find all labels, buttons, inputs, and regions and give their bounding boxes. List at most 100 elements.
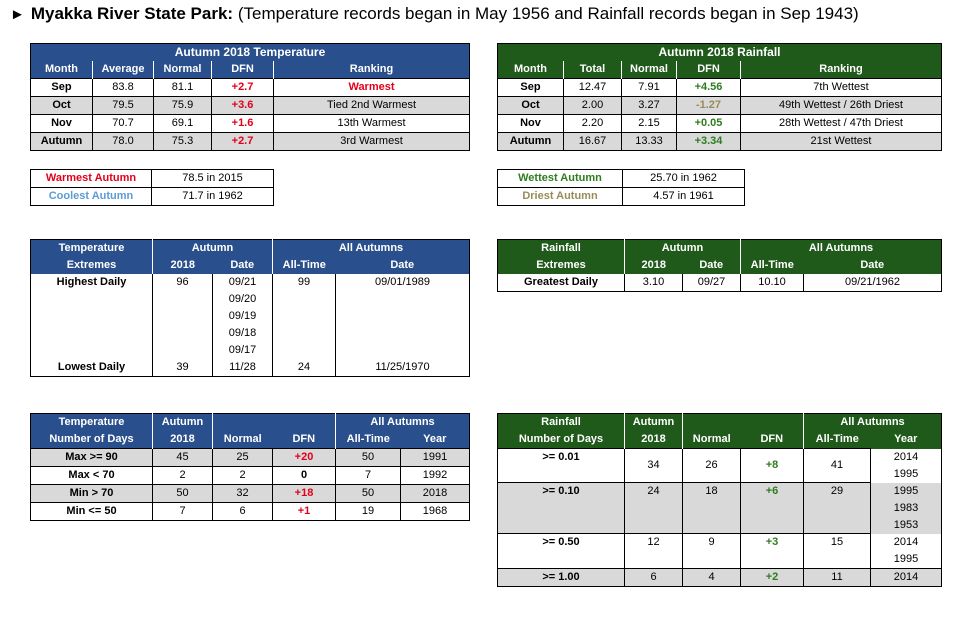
table-row: Min <= 50 7 6 +1 19 1968 [30,502,470,521]
row-label: >= 0.50 [497,533,625,569]
warmest-autumn-value: 78.5 in 2015 [151,169,274,188]
col-header: All-Time [803,431,871,449]
table-row: Highest Daily 96 09/21 99 09/01/1989 [31,274,470,291]
value-cell: 45 [152,448,213,467]
value-cell: 39 [152,359,213,377]
dfn-cell: +3 [740,533,804,569]
value-cell: 75.3 [153,132,212,151]
dfn-cell: +18 [272,484,336,503]
col-header: 2018 [152,431,213,449]
dfn-cell: +2 [740,567,804,587]
value-cell: 6 [212,502,273,521]
value-cell: 34 [624,448,683,483]
col-header: Temperature [58,416,125,428]
col-header: Date [230,259,255,271]
col-header: Rainfall [541,416,581,428]
value-cell: 16.67 [563,132,622,151]
value-cell: 18 [682,482,741,534]
table-row: Lowest Daily 39 11/28 24 11/25/1970 [31,359,470,377]
value-cell: 50 [335,484,401,503]
table-row: Coolest Autumn 71.7 in 1962 [30,187,274,206]
value-cell: 99 [272,274,336,291]
month-cell: Oct [30,96,93,115]
year-cell: 2014 [870,567,942,587]
dfn-cell: +2.7 [211,132,274,151]
value-cell: 32 [212,484,273,503]
date-cell: 11/28 [212,359,273,377]
temperature-records-table: Warmest Autumn 78.5 in 2015 Coolest Autu… [30,169,274,206]
month-cell: Sep [30,78,93,97]
col-header: All-Time [740,257,804,274]
ranking-cell: 49th Wettest / 26th Driest [740,96,942,115]
table-row: Oct 79.5 75.9 +3.6 Tied 2nd Warmest [30,96,470,115]
year-cell: 1953 [870,516,942,534]
driest-autumn-label: Driest Autumn [497,187,623,206]
dfn-cell: +0.05 [676,114,741,133]
col-header: Year [894,433,918,446]
date-cell: 09/20 [212,291,273,308]
table-row: Oct 2.00 3.27 -1.27 49th Wettest / 26th … [497,96,942,115]
value-cell: 24 [272,359,336,377]
table-row: Autumn 78.0 75.3 +2.7 3rd Warmest [30,132,470,151]
row-label: Greatest Daily [524,276,598,288]
value-cell: 81.1 [153,78,212,97]
row-label: >= 0.10 [497,482,625,534]
value-cell: 15 [803,533,871,569]
row-label: Lowest Daily [57,361,126,373]
row-label: Max >= 90 [30,448,153,467]
col-header: All-Time [272,257,336,274]
value-cell: 2.15 [621,114,677,133]
month-cell: Sep [497,78,564,97]
table-title: Autumn 2018 Temperature [174,45,326,59]
ranking-cell: 7th Wettest [740,78,942,97]
value-cell: 25 [212,448,273,467]
table-row: Sep 12.47 7.91 +4.56 7th Wettest [497,78,942,97]
value-cell: 69.1 [153,114,212,133]
month-cell: Oct [497,96,564,115]
table-title: Autumn 2018 Rainfall [658,45,781,59]
col-header: Month [514,63,547,75]
table-row: Min > 70 50 32 +18 50 2018 [30,484,470,503]
month-cell: Autumn [30,132,93,151]
date-cell: 09/21 [212,274,273,291]
rainfall-records-table: Wettest Autumn 25.70 in 1962 Driest Autu… [497,169,745,206]
dfn-cell: -1.27 [676,96,741,115]
date-cell: 11/25/1970 [335,359,470,377]
col-header: Extremes [66,259,117,271]
col-header: Normal [621,61,677,79]
table-row: Nov 70.7 69.1 +1.6 13th Warmest [30,114,470,133]
value-cell: 2 [152,466,213,485]
value-cell: 6 [624,567,683,587]
ranking-cell: 3rd Warmest [273,132,470,151]
table-row: Wettest Autumn 25.70 in 1962 [497,169,745,188]
table-row: Driest Autumn 4.57 in 1961 [497,187,745,206]
value-cell: 7.91 [621,78,677,97]
date-cell: 09/21/1962 [803,274,942,292]
ranking-cell: 21st Wettest [740,132,942,151]
dfn-cell: +2.7 [211,78,274,97]
temperature-summary-table: Autumn 2018 Temperature Month Average No… [30,43,470,151]
col-header: Month [45,63,78,75]
year-cell: 2014 [870,533,942,551]
col-header: Number of Days [49,433,134,445]
value-cell: 26 [682,448,741,483]
col-header: Normal [153,61,212,79]
rainfall-summary-table: Autumn 2018 Rainfall Month Total Normal … [497,43,942,151]
col-header: 2018 [624,257,683,274]
col-header: Temperature [58,242,125,254]
table-row: Max >= 90 45 25 +20 50 1991 [30,448,470,467]
records-note: (Temperature records began in May 1956 a… [237,4,859,23]
col-header: Ranking [740,61,942,79]
col-header: Total [563,61,622,79]
value-cell: 79.5 [92,96,154,115]
value-cell: 3.27 [621,96,677,115]
date-cell: 09/17 [212,342,273,359]
value-cell: 10.10 [740,274,804,292]
col-header: Autumn [624,413,683,431]
date-cell: 09/27 [682,274,741,292]
value-cell: 12 [624,533,683,569]
row-label: Min <= 50 [30,502,153,521]
col-header: DFN [211,61,274,79]
table-row: Max < 70 2 2 0 7 1992 [30,466,470,485]
table-row: Nov 2.20 2.15 +0.05 28th Wettest / 47th … [497,114,942,133]
